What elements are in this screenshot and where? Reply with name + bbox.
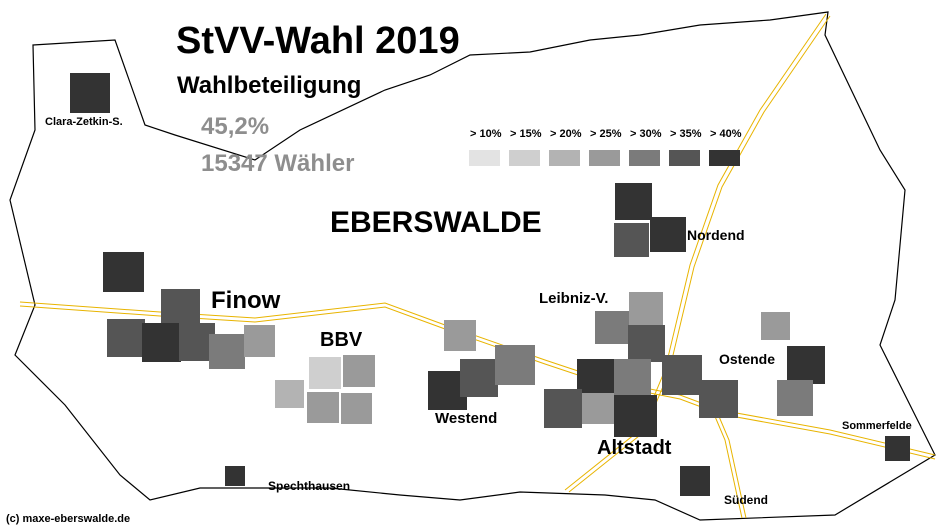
label-spechthausen: Spechthausen [268,479,351,493]
precinct-finow-5 [209,334,245,369]
precinct-altstadt-2 [614,359,651,395]
precinct-leibniz-3 [628,325,665,362]
precinct-westend-3 [460,359,498,397]
precinct-altstadt-7 [699,380,738,418]
legend-label-10: > 10% [470,128,502,140]
precinct-bbv-4 [307,392,339,423]
legend-swatch-30 [629,150,660,166]
legend-label-35: > 35% [670,128,702,140]
precinct-leibniz-2 [629,292,663,326]
voters-count: 15347 Wähler [201,150,355,177]
label-altstadt: Altstadt [597,437,672,459]
railway-south-b [711,399,747,519]
city-boundary [9,11,936,521]
precinct-bbv-2 [309,357,341,389]
precinct-finow-north [103,252,144,292]
precinct-westend-4 [495,345,535,385]
precinct-finow-2 [107,319,145,357]
legend-swatch-35 [669,150,700,166]
legend-swatch-10 [469,150,500,166]
copyright-note: (c) maxe-eberswalde.de [6,513,131,525]
precinct-altstadt-4 [582,393,614,424]
precinct-bbv-5 [341,393,372,424]
precinct-westend-1 [444,320,476,351]
label-finow: Finow [211,287,281,314]
precinct-finow-6 [244,325,275,357]
legend-swatch-40 [709,150,740,166]
precinct-altstadt-5 [614,395,657,437]
precinct-suedend [680,466,710,496]
precinct-ostende-2 [787,346,825,384]
precinct-altstadt-1 [577,359,615,397]
precinct-squares [70,73,910,496]
legend-label-25: > 25% [590,128,622,140]
precinct-finow-1 [161,289,200,327]
city-name: EBERSWALDE [330,206,542,239]
railway-west-east-a [19,301,936,456]
label-westend: Westend [435,410,498,427]
legend-swatch-15 [509,150,540,166]
precinct-ostende-3 [777,380,813,416]
precinct-nordend-1 [615,183,652,220]
legend-swatch-20 [549,150,580,166]
precinct-spechthausen [225,466,245,486]
label-sommerfelde: Sommerfelde [842,420,912,432]
precinct-nordend-3 [650,217,686,252]
legend-label-40: > 40% [710,128,742,140]
label-bbv: BBV [320,329,363,351]
precinct-bbv-1 [275,380,304,408]
railway-lines [19,13,936,519]
railway-west-east-b [19,305,936,460]
legend-label-15: > 15% [510,128,542,140]
label-clara-zetkin: Clara-Zetkin-S. [45,116,123,128]
legend-label-30: > 30% [630,128,662,140]
precinct-leibniz-1 [595,311,629,344]
precinct-nordend-2 [614,223,649,257]
turnout-value: 45,2% [201,113,270,140]
railway-south-a [707,399,743,519]
precinct-bbv-3 [343,355,375,387]
precinct-finow-3 [142,323,181,362]
legend-swatch-25 [589,150,620,166]
label-nordend: Nordend [687,227,745,243]
map-subtitle: Wahlbeteiligung [177,72,362,99]
precinct-altstadt-6 [662,355,702,395]
label-leibniz: Leibniz-V. [539,290,609,307]
precinct-clara-zetkin [70,73,110,113]
precinct-altstadt-3 [544,389,582,428]
label-ostende: Ostende [719,351,776,367]
label-suedend: Südend [724,493,768,507]
legend-label-20: > 20% [550,128,582,140]
map-title: StVV-Wahl 2019 [176,20,460,62]
precinct-sommerfelde [885,436,910,461]
precinct-ostende-1 [761,312,790,340]
